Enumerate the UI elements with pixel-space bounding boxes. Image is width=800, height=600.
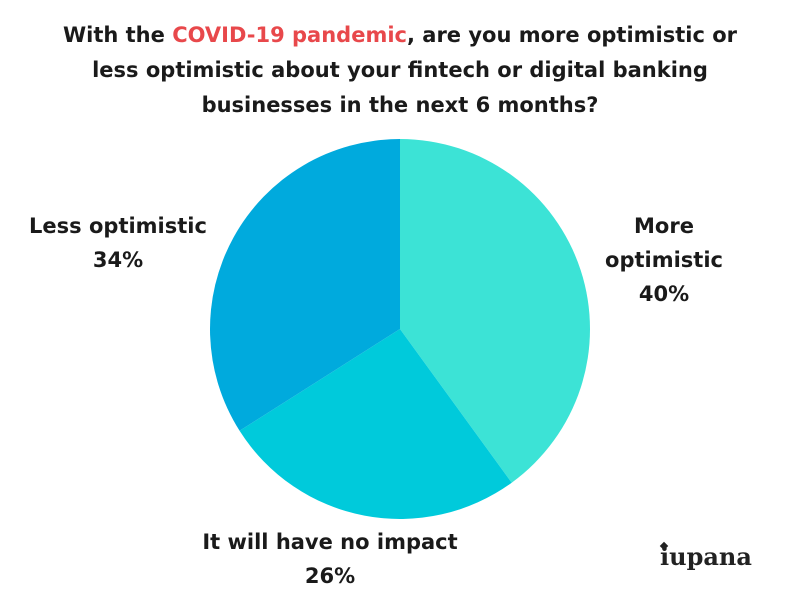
title-line3: businesses in the next 6 months? <box>201 93 599 117</box>
slice-label-less-optimistic-line1: Less optimistic <box>29 214 207 238</box>
pie-slice-more-optimistic <box>400 139 590 483</box>
slice-label-no-impact: It will have no impact 26% <box>170 525 490 593</box>
slice-label-more-optimistic-line1: More <box>634 214 694 238</box>
slice-value-more-optimistic: 40% <box>638 282 690 306</box>
title-line2: less optimistic about your fintech or di… <box>92 58 708 82</box>
slice-value-no-impact: 26% <box>304 564 356 588</box>
title-highlight: COVID-19 pandemic <box>172 23 407 47</box>
slice-label-no-impact-line1: It will have no impact <box>202 530 458 554</box>
chart-title: With the COVID-19 pandemic, are you more… <box>20 18 780 123</box>
title-line1-rest: , are you more optimistic or <box>406 23 738 47</box>
iupana-logo: iupana <box>659 541 752 571</box>
logo-text: iupana <box>660 542 752 571</box>
title-prefix: With the <box>62 23 173 47</box>
slice-value-less-optimistic: 34% <box>92 248 144 272</box>
slice-label-more-optimistic: More optimistic 40% <box>596 209 732 311</box>
slice-label-more-optimistic-line2: optimistic <box>605 248 723 272</box>
slice-label-less-optimistic: Less optimistic 34% <box>18 209 218 277</box>
pie-slice-less-optimistic <box>210 139 400 431</box>
pie-slice-it-will-have-no-impact <box>239 329 512 519</box>
